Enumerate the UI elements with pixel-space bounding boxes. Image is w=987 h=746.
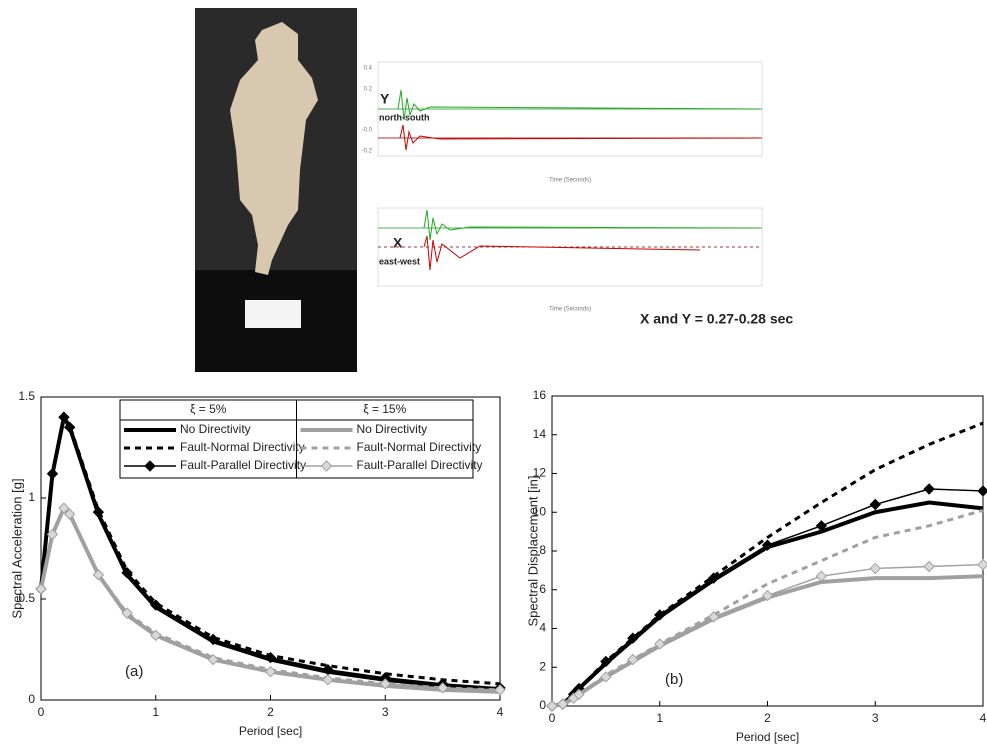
marker (869, 498, 881, 511)
amp-tick: 0.4 (364, 66, 373, 72)
axis-label: Y (380, 91, 390, 107)
marker (150, 599, 162, 611)
x-tick-label: 4 (497, 705, 504, 719)
marker (761, 589, 774, 602)
legend-group: ξ = 5% (190, 402, 227, 416)
statue-photo (195, 8, 357, 372)
legend-label: No Directivity (357, 422, 428, 436)
x-tick-label: 2 (267, 705, 274, 719)
marker (707, 572, 720, 584)
marker (923, 560, 935, 573)
marker (815, 520, 828, 532)
direction-label: east-west (379, 256, 420, 266)
marker (121, 567, 133, 579)
y-tick-label: 2 (539, 659, 546, 673)
marker (627, 653, 639, 666)
x-tick-label: 0 (549, 711, 556, 725)
y-tick-label: 16 (533, 388, 547, 402)
x-tick-label: 3 (872, 711, 879, 725)
legend-marker (320, 460, 333, 472)
marker (58, 411, 70, 423)
marker (627, 632, 639, 644)
time-axis-label: Time (Seconds) (549, 307, 591, 313)
marker (63, 508, 76, 520)
x-tick-label: 1 (656, 711, 663, 725)
marker (46, 468, 59, 480)
marker (869, 562, 881, 575)
y-tick-label: 0 (539, 698, 546, 712)
y-tick-label: 14 (533, 427, 547, 441)
amp-tick: 0.2 (364, 87, 373, 93)
y-tick-label: 6 (539, 582, 546, 596)
direction-label: north-south (379, 112, 429, 122)
y-tick-label: 0 (28, 692, 35, 706)
plot-frame (551, 395, 984, 707)
y-tick-label: 12 (533, 466, 547, 480)
marker (573, 688, 585, 701)
marker (654, 638, 666, 650)
x-axis-label: Period [sec] (239, 724, 302, 738)
y-tick-label: 1 (28, 490, 35, 504)
marker (207, 653, 219, 666)
x-tick-label: 0 (38, 705, 45, 719)
y-tick-label: 8 (539, 543, 546, 557)
marker (207, 633, 219, 646)
legend-label: Fault-Normal Directivity (180, 440, 305, 454)
marker (150, 629, 162, 642)
marker (977, 485, 987, 497)
marker (35, 583, 47, 595)
marker (761, 539, 774, 551)
y-tick-label: 1.5 (18, 389, 35, 403)
marker (546, 700, 558, 712)
marker (264, 666, 277, 678)
marker (63, 421, 76, 434)
series-line (551, 421, 984, 708)
marker (494, 684, 506, 696)
series-line (551, 500, 984, 708)
legend-label: No Directivity (180, 422, 251, 436)
marker (322, 674, 334, 686)
legend-marker (144, 460, 156, 472)
marker (600, 671, 612, 683)
legend-group: ξ = 15% (363, 402, 406, 416)
marker (977, 558, 987, 571)
y-tick-label: 0.5 (18, 591, 35, 605)
y-axis-label: Spectral Displacement [in] (525, 475, 540, 626)
y-tick-label: 10 (533, 504, 547, 518)
legend-label: Fault-Parallel Directivity (180, 458, 306, 472)
x-tick-label: 4 (980, 711, 987, 725)
x-tick-label: 2 (764, 711, 771, 725)
x-tick-label: 3 (382, 705, 389, 719)
marker (46, 528, 59, 541)
marker (654, 609, 666, 621)
y-axis-label: Spectral Acceleration [g] (9, 478, 24, 618)
marker (600, 655, 612, 668)
marker (707, 611, 720, 623)
amp-tick: -0.2 (362, 149, 373, 155)
result-text: X and Y = 0.27-0.28 sec (640, 311, 793, 327)
marker (264, 651, 277, 664)
marker (92, 569, 105, 581)
axis-label: X (393, 235, 403, 251)
series-line (551, 563, 984, 707)
marker (436, 682, 449, 694)
panel-label: (a) (125, 663, 143, 680)
legend-label: Fault-Normal Directivity (357, 440, 482, 454)
panel-label: (b) (665, 671, 683, 688)
time-history-plots (377, 61, 763, 287)
amp-tick: -0.0 (362, 128, 373, 134)
marker (815, 570, 828, 582)
x-tick-label: 1 (152, 705, 159, 719)
marker (92, 506, 105, 518)
marker (58, 502, 70, 514)
marker (923, 483, 935, 495)
marker (379, 678, 391, 690)
marker (557, 698, 569, 710)
y-tick-label: 4 (539, 621, 546, 635)
time-axis-label: Time (Seconds) (549, 178, 591, 184)
marker (121, 607, 133, 619)
x-axis-label: Period [sec] (736, 730, 799, 744)
legend-label: Fault-Parallel Directivity (357, 458, 483, 472)
